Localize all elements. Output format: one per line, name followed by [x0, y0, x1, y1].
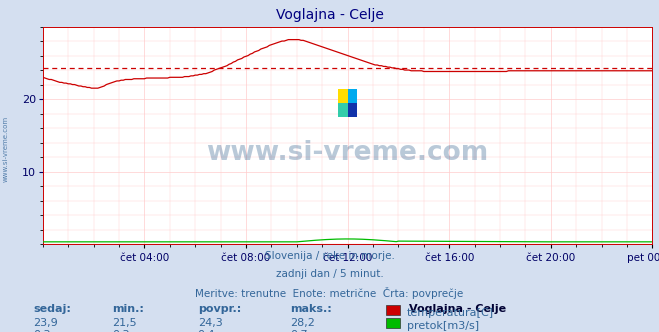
Text: Voglajna - Celje: Voglajna - Celje [275, 8, 384, 22]
Bar [348, 103, 357, 117]
Text: povpr.:: povpr.: [198, 304, 241, 314]
Bar [339, 89, 348, 103]
Text: www.si-vreme.com: www.si-vreme.com [206, 140, 489, 166]
Text: 0,4: 0,4 [198, 330, 215, 332]
Bar [339, 103, 348, 117]
Text: min.:: min.: [112, 304, 144, 314]
Text: www.si-vreme.com: www.si-vreme.com [2, 116, 9, 183]
Bar [348, 89, 357, 103]
Text: pretok[m3/s]: pretok[m3/s] [407, 321, 478, 331]
Text: sedaj:: sedaj: [33, 304, 71, 314]
Text: maks.:: maks.: [290, 304, 331, 314]
Text: temperatura[C]: temperatura[C] [407, 308, 494, 318]
Text: Meritve: trenutne  Enote: metrične  Črta: povprečje: Meritve: trenutne Enote: metrične Črta: … [195, 287, 464, 299]
Text: 21,5: 21,5 [112, 318, 136, 328]
Text: zadnji dan / 5 minut.: zadnji dan / 5 minut. [275, 269, 384, 279]
Text: 0,3: 0,3 [112, 330, 130, 332]
Text: 24,3: 24,3 [198, 318, 223, 328]
Text: 23,9: 23,9 [33, 318, 58, 328]
Text: 28,2: 28,2 [290, 318, 315, 328]
Text: Voglajna - Celje: Voglajna - Celje [409, 304, 505, 314]
Text: 0,7: 0,7 [290, 330, 308, 332]
Text: Slovenija / reke in morje.: Slovenija / reke in morje. [264, 251, 395, 261]
Text: 0,3: 0,3 [33, 330, 51, 332]
